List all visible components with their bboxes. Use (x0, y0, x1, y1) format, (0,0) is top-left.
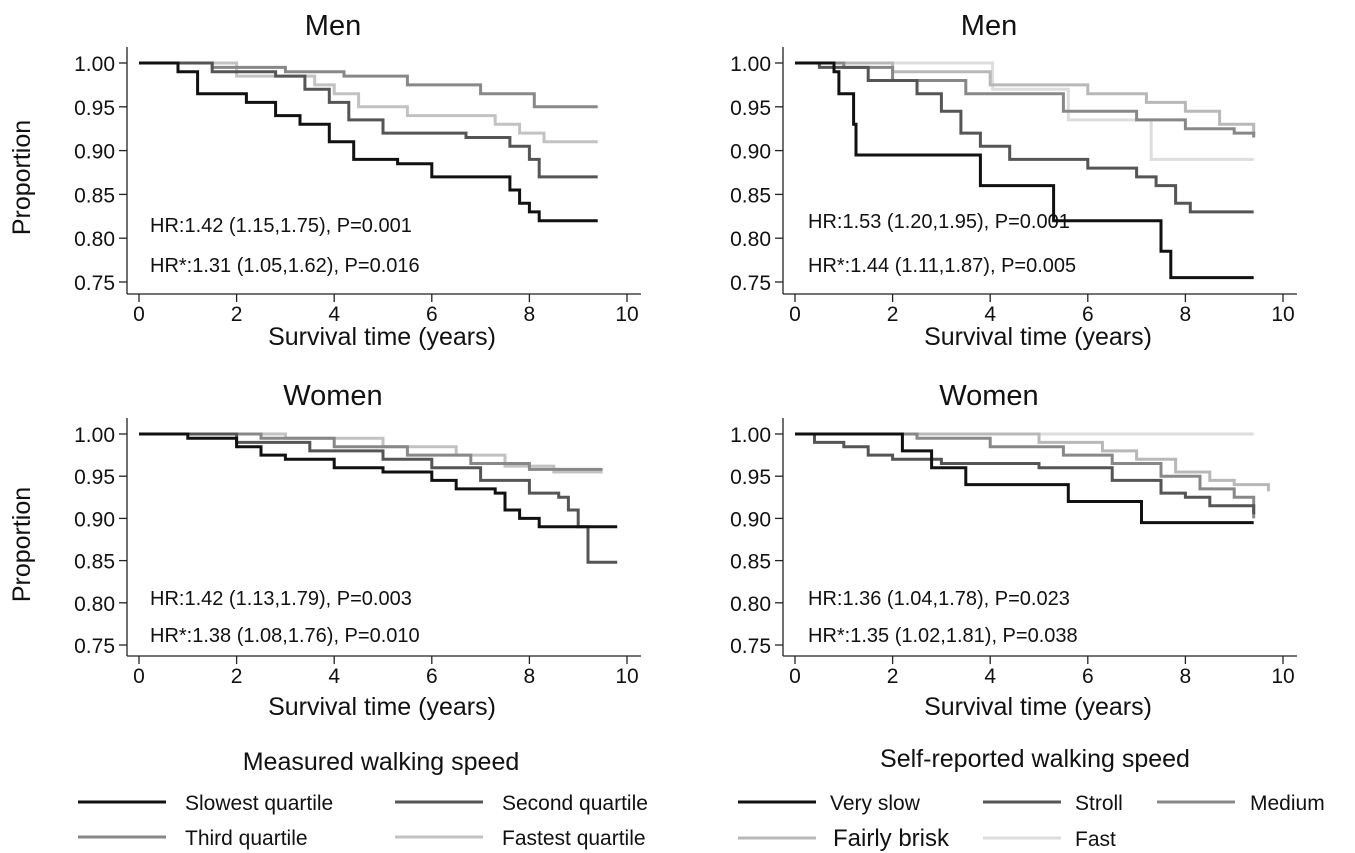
legend-label: Slowest quartile (185, 792, 333, 815)
legend-label: Stroll (1075, 792, 1123, 815)
x-tick-label: 8 (524, 303, 536, 326)
x-axis-label: Survival time (years) (268, 323, 496, 351)
legend-label: Second quartile (502, 792, 648, 815)
y-tick-label: 0.75 (74, 272, 115, 295)
y-tick-label: 0.80 (74, 228, 115, 251)
series-line-fairly-brisk (795, 61, 1256, 135)
y-tick-label: 0.85 (730, 551, 771, 574)
x-axis-label: Survival time (years) (924, 323, 1152, 351)
x-tick-label: 8 (1180, 665, 1192, 688)
y-tick-label: 0.90 (74, 508, 115, 531)
panel-title: Women (283, 380, 382, 412)
y-tick-label: 0.95 (74, 97, 115, 120)
hr-annotation: HR:1.53 (1.20,1.95), P=0.001 (808, 211, 1070, 233)
legend-title: Self-reported walking speed (880, 745, 1190, 773)
x-tick-label: 10 (1271, 665, 1294, 688)
y-tick-label: 0.95 (730, 97, 771, 120)
legend-label: Third quartile (185, 827, 308, 850)
x-tick-label: 8 (524, 665, 536, 688)
legend-self-reported: Self-reported walking speed Very slow Stro… (738, 745, 1325, 852)
y-tick-label: 1.00 (730, 53, 771, 76)
y-tick-label: 0.80 (730, 593, 771, 616)
x-tick-label: 2 (887, 665, 899, 688)
adjusted-hr-annotation: HR*:1.44 (1.11,1.87), P=0.005 (808, 255, 1076, 277)
y-tick-label: 0.90 (730, 508, 771, 531)
x-tick-label: 10 (1271, 303, 1294, 326)
chart-panel-2: Men 0.75 0.80 0.85 0.90 0.95 1.00 0 2 4 6 8 10 Surviv… (730, 10, 1297, 351)
legend-label: Fastest quartile (502, 827, 646, 850)
panel-title: Men (305, 10, 361, 42)
y-tick-label: 0.95 (730, 466, 771, 489)
y-axis-label: Proportion (8, 487, 36, 602)
x-tick-label: 0 (789, 665, 801, 688)
adjusted-hr-annotation: HR*:1.31 (1.05,1.62), P=0.016 (150, 255, 420, 277)
y-tick-label: 1.00 (74, 53, 115, 76)
x-tick-label: 4 (328, 303, 340, 326)
x-tick-label: 6 (426, 665, 438, 688)
y-tick-label: 0.75 (730, 272, 771, 295)
x-tick-label: 0 (789, 303, 801, 326)
legend-label: Very slow (830, 792, 921, 815)
legend-label: Fairly brisk (833, 825, 950, 852)
y-tick-label: 0.80 (730, 228, 771, 251)
x-tick-label: 6 (1082, 303, 1094, 326)
y-tick-label: 1.00 (730, 424, 771, 447)
y-tick-label: 0.90 (730, 141, 771, 164)
y-tick-label: 1.00 (74, 424, 115, 447)
series-line-third-quartile (139, 432, 603, 471)
series-line-medium (795, 432, 1256, 519)
x-axis-label: Survival time (years) (268, 693, 496, 721)
adjusted-hr-annotation: HR*:1.35 (1.02,1.81), P=0.038 (808, 625, 1078, 647)
y-tick-label: 0.75 (730, 635, 771, 658)
series-line-slowest-quartile (139, 61, 598, 223)
hr-annotation: HR:1.36 (1.04,1.78), P=0.023 (808, 588, 1070, 610)
chart-panel-3: Women 0.75 0.80 0.85 0.90 0.95 1.00 0 2 4 6 8 10 Surv… (8, 380, 641, 721)
panel-title: Women (939, 380, 1038, 412)
series-line-second-quartile (139, 432, 618, 564)
series-line-fairly-brisk (795, 432, 1270, 492)
y-tick-label: 0.85 (730, 184, 771, 207)
y-tick-label: 0.85 (74, 551, 115, 574)
x-tick-label: 0 (133, 303, 145, 326)
legend-label: Fast (1075, 828, 1116, 851)
y-tick-label: 0.95 (74, 466, 115, 489)
hr-annotation: HR:1.42 (1.15,1.75), P=0.001 (150, 215, 412, 237)
series-line-second-quartile (139, 61, 598, 179)
x-tick-label: 4 (328, 665, 340, 688)
panel-title: Men (961, 10, 1017, 42)
x-tick-label: 6 (426, 303, 438, 326)
series-line-medium (795, 61, 1256, 138)
x-tick-label: 0 (133, 665, 145, 688)
series-line-third-quartile (139, 61, 598, 109)
series-line-fast (795, 61, 1254, 161)
legend-measured: Measured walking speed Slowest quartile Se… (78, 748, 648, 850)
x-tick-label: 6 (1082, 665, 1094, 688)
x-tick-label: 2 (231, 665, 243, 688)
series-line-stroll (795, 61, 1254, 214)
y-tick-label: 0.75 (74, 635, 115, 658)
x-tick-label: 4 (984, 665, 996, 688)
y-tick-label: 0.80 (74, 593, 115, 616)
chart-panel-1: Men 0.75 0.80 0.85 0.90 0.95 1.00 0 2 4 6 8 10 Surviv… (8, 10, 641, 351)
x-tick-label: 10 (615, 665, 638, 688)
x-tick-label: 2 (231, 303, 243, 326)
x-tick-label: 8 (1180, 303, 1192, 326)
y-tick-label: 0.90 (74, 141, 115, 164)
series-line-very-slow (795, 432, 1254, 525)
y-axis-label: Proportion (8, 120, 36, 235)
x-tick-label: 2 (887, 303, 899, 326)
legend-title: Measured walking speed (243, 748, 520, 776)
x-tick-label: 4 (984, 303, 996, 326)
series-line-very-slow (795, 61, 1254, 280)
adjusted-hr-annotation: HR*:1.38 (1.08,1.76), P=0.010 (150, 625, 420, 647)
hr-annotation: HR:1.42 (1.13,1.79), P=0.003 (150, 588, 412, 610)
chart-panel-4: Women 0.75 0.80 0.85 0.90 0.95 1.00 0 2 4 6 8 10 Surv… (730, 380, 1297, 721)
series-line-stroll (795, 432, 1256, 515)
legend-label: Medium (1250, 792, 1325, 815)
series-line-slowest-quartile (139, 432, 618, 529)
x-tick-label: 10 (615, 303, 638, 326)
y-tick-label: 0.85 (74, 184, 115, 207)
x-axis-label: Survival time (years) (924, 693, 1152, 721)
